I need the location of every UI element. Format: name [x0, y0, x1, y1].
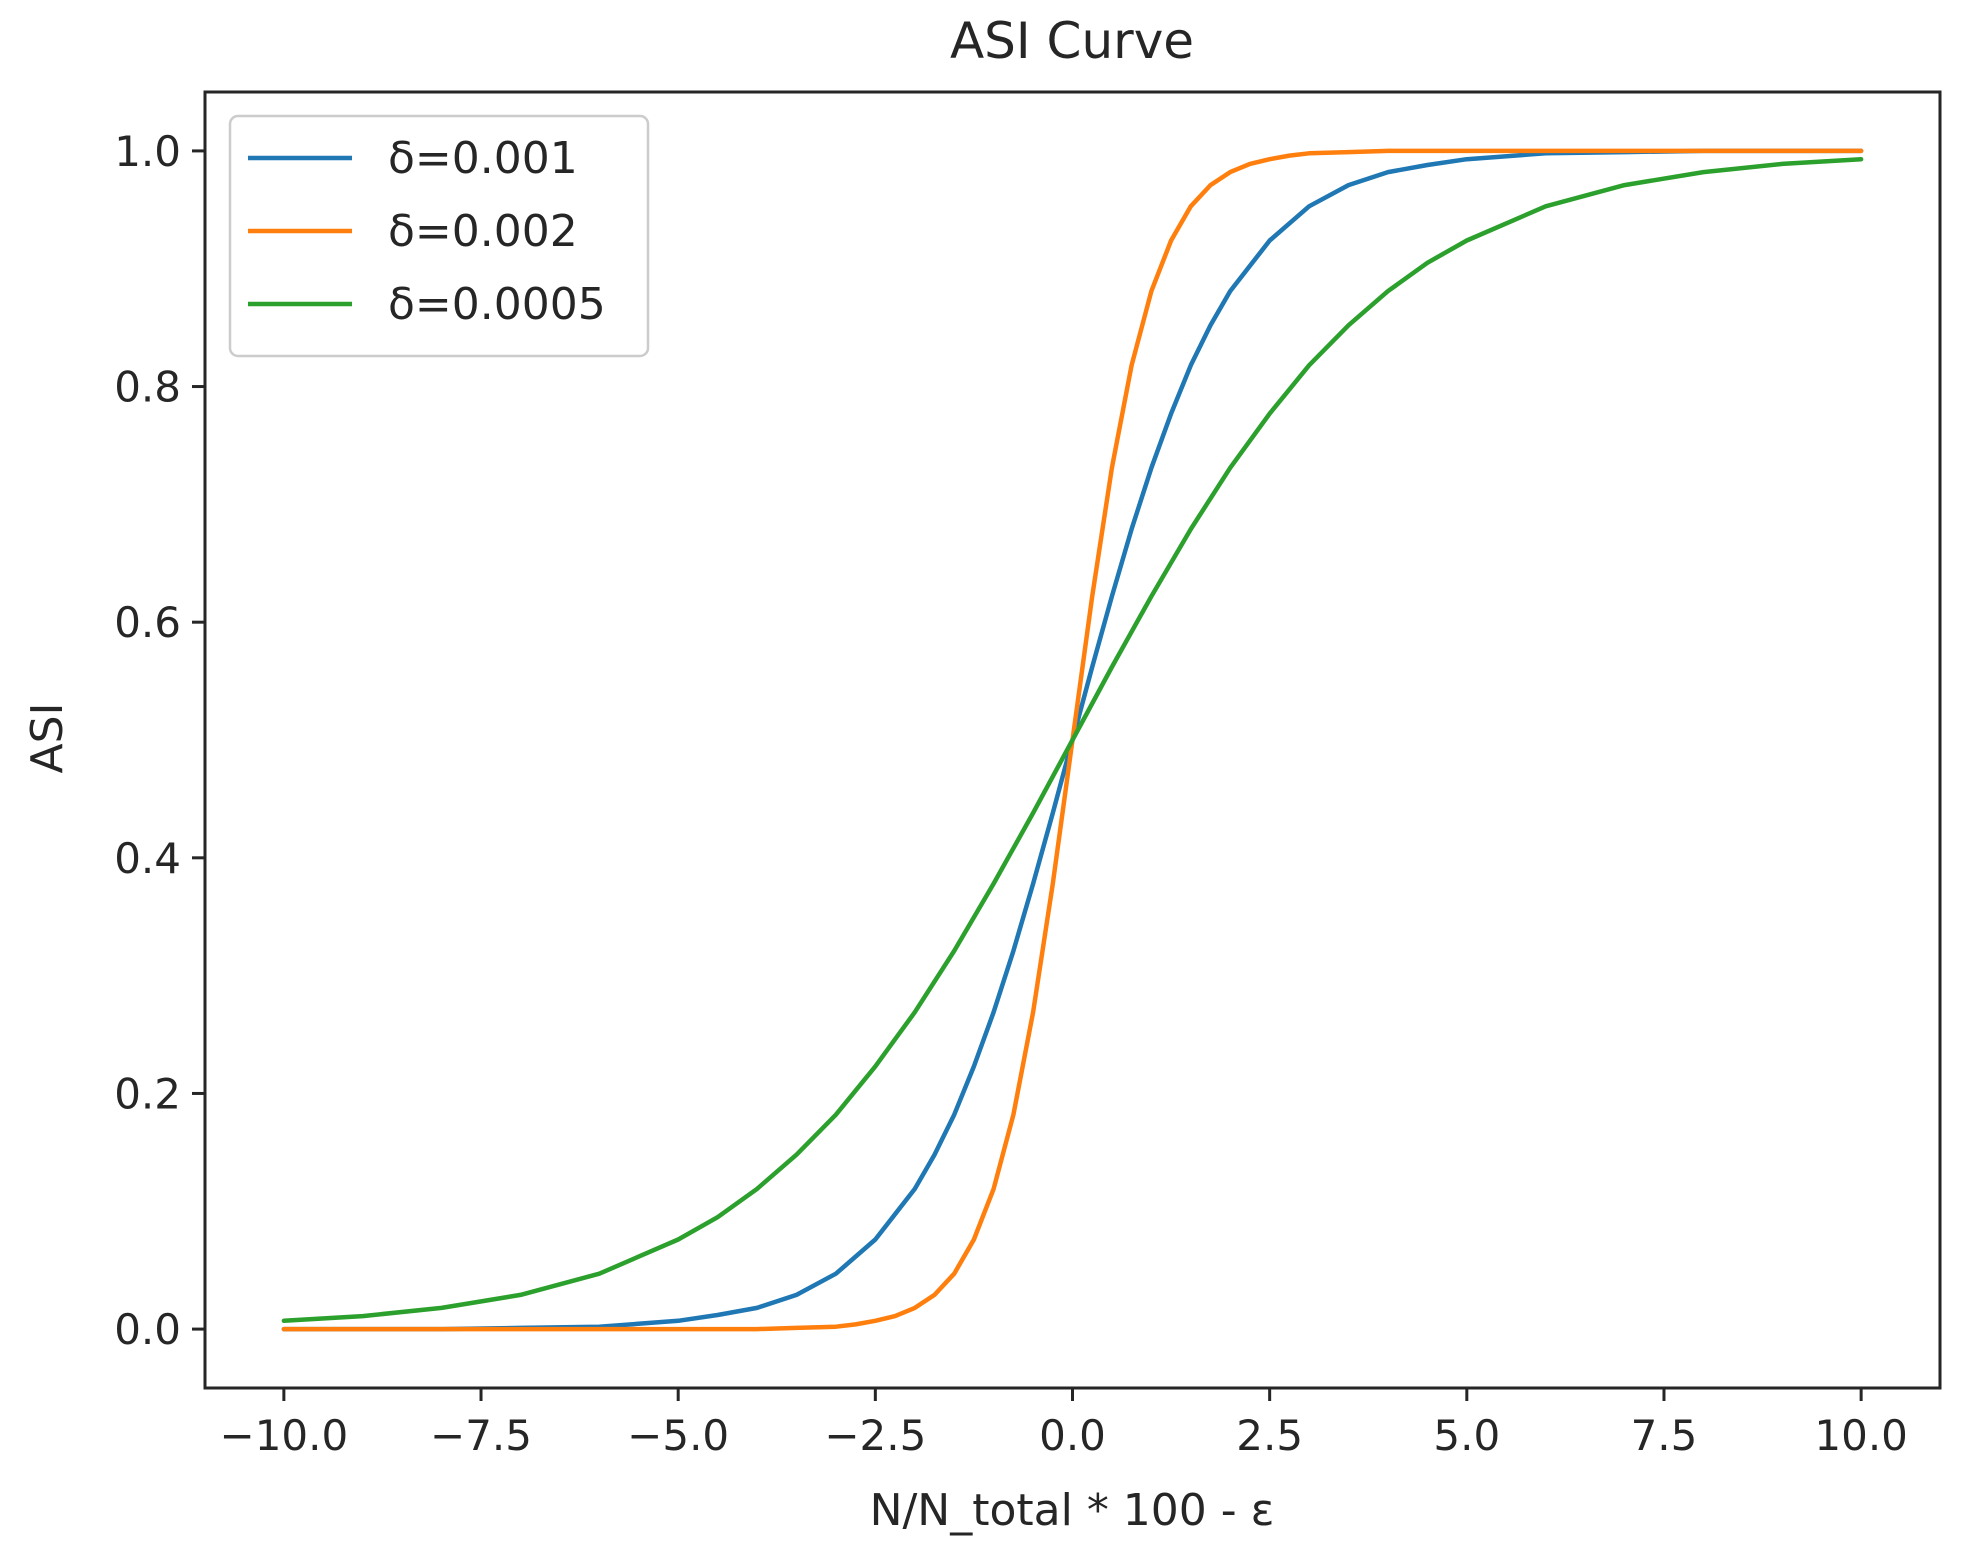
x-tick-label: 0.0: [1039, 1411, 1106, 1460]
chart-title: ASI Curve: [950, 12, 1194, 70]
legend-label-2: δ=0.002: [388, 206, 578, 257]
plot-area: −10.0 −7.5 −5.0 −2.5 0.0 2.5 5.0 7.5 10.0 0.0 0.2 0…: [114, 90, 1942, 1460]
y-axis-label: ASI: [22, 702, 73, 773]
x-tick-label: −5.0: [627, 1411, 729, 1460]
y-tick-label: 0.4: [114, 834, 181, 883]
x-tick-label: −2.5: [824, 1411, 926, 1460]
y-tick-label: 0.8: [114, 363, 181, 412]
y-tick-label: 0.2: [114, 1069, 181, 1118]
x-tick-label: 2.5: [1236, 1411, 1303, 1460]
x-tick-label: 10.0: [1814, 1411, 1908, 1460]
y-tick-label: 1.0: [114, 127, 181, 176]
legend-box: [228, 114, 650, 358]
series-line-3: [281, 156, 1864, 1324]
legend-label-3: δ=0.0005: [388, 279, 606, 330]
x-tick-label: −10.0: [220, 1411, 349, 1460]
x-tick-label: 5.0: [1433, 1411, 1500, 1460]
x-tick-label: −7.5: [430, 1411, 532, 1460]
x-axis-label: N/N_total * 100 - ε: [870, 1485, 1275, 1536]
legend-label-1: δ=0.001: [388, 133, 578, 184]
y-tick-label: 0.0: [114, 1305, 181, 1354]
x-tick-label: 7.5: [1631, 1411, 1698, 1460]
y-tick-label: 0.6: [114, 598, 181, 647]
